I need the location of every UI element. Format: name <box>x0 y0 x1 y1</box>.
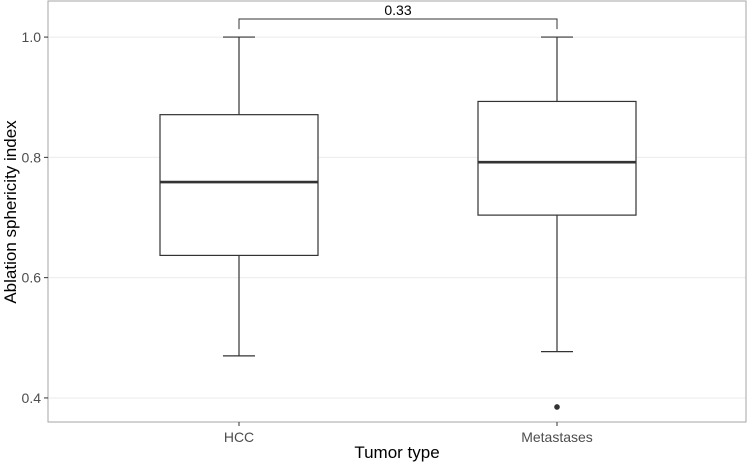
y-axis-ticks: 0.4 0.6 0.8 1.0 <box>22 29 48 406</box>
y-tick-label: 0.4 <box>22 390 42 406</box>
boxes <box>159 36 637 410</box>
p-value-label: 0.33 <box>384 2 411 18</box>
y-axis-title: Ablation sphericity index <box>1 120 20 304</box>
x-axis-title: Tumor type <box>354 443 439 462</box>
y-tick-label: 1.0 <box>22 29 42 45</box>
comparison-bracket: 0.33 <box>238 2 558 30</box>
box-iqr <box>159 114 319 257</box>
y-tick-label: 0.8 <box>22 149 42 165</box>
box-iqr <box>477 100 637 216</box>
x-tick-label: Metastases <box>521 429 593 445</box>
panel-background <box>48 1 746 422</box>
x-tick-label: HCC <box>224 429 254 445</box>
outlier-point <box>554 404 560 410</box>
panel-border <box>47 0 747 423</box>
x-axis-ticks: HCC Metastases <box>224 422 593 445</box>
y-tick-label: 0.6 <box>22 270 42 286</box>
bracket-line <box>238 18 558 30</box>
